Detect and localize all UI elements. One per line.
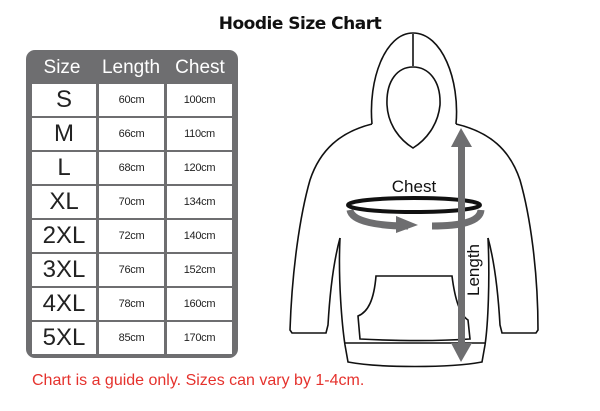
table-row: 4XL 78cm 160cm: [32, 288, 232, 320]
table-row: 2XL 72cm 140cm: [32, 220, 232, 252]
cell-size: 5XL: [32, 322, 96, 354]
table-row: 5XL 85cm 170cm: [32, 322, 232, 354]
cell-chest: 134cm: [167, 186, 232, 218]
hoodie-outline: [289, 32, 539, 368]
cell-chest: 120cm: [167, 152, 232, 184]
header-chest: Chest: [175, 57, 225, 78]
cell-length: 70cm: [99, 186, 164, 218]
chart-title: Hoodie Size Chart: [218, 14, 382, 34]
table-row: S 60cm 100cm: [32, 84, 232, 116]
cell-size: 2XL: [32, 220, 96, 252]
cell-length: 72cm: [99, 220, 164, 252]
length-arrow-bottom: [451, 343, 472, 362]
cell-length: 76cm: [99, 254, 164, 286]
cell-size: M: [32, 118, 96, 150]
chest-arrow-right: [431, 209, 485, 230]
cell-chest: 100cm: [167, 84, 232, 116]
header-size: Size: [43, 57, 81, 78]
length-arrow-shaft: [458, 140, 465, 350]
cell-length: 66cm: [99, 118, 164, 150]
table-row: L 68cm 120cm: [32, 152, 232, 184]
cell-length: 60cm: [99, 84, 164, 116]
chest-arrow-head: [396, 216, 418, 233]
cell-chest: 140cm: [167, 220, 232, 252]
cell-size: 4XL: [32, 288, 96, 320]
size-table: Size Length Chest S 60cm 100cm M 66cm 110cm L 6…: [26, 50, 238, 358]
cell-chest: 160cm: [167, 288, 232, 320]
length-arrow-top: [451, 128, 472, 147]
cell-size: S: [32, 84, 96, 116]
header-length: Length: [101, 57, 161, 78]
cell-length: 68cm: [99, 152, 164, 184]
cell-length: 85cm: [99, 322, 164, 354]
cell-size: L: [32, 152, 96, 184]
cell-chest: 152cm: [167, 254, 232, 286]
disclaimer-note: Chart is a guide only. Sizes can vary by…: [32, 372, 365, 389]
cell-size: XL: [32, 186, 96, 218]
table-row: XL 70cm 134cm: [32, 186, 232, 218]
chest-measure-band: [346, 196, 482, 214]
cell-length: 78cm: [99, 288, 164, 320]
cell-chest: 170cm: [167, 322, 232, 354]
table-row: M 66cm 110cm: [32, 118, 232, 150]
cell-size: 3XL: [32, 254, 96, 286]
chest-label: Chest: [392, 177, 437, 196]
table-row: 3XL 76cm 152cm: [32, 254, 232, 286]
length-label: Length: [464, 244, 483, 296]
cell-chest: 110cm: [167, 118, 232, 150]
